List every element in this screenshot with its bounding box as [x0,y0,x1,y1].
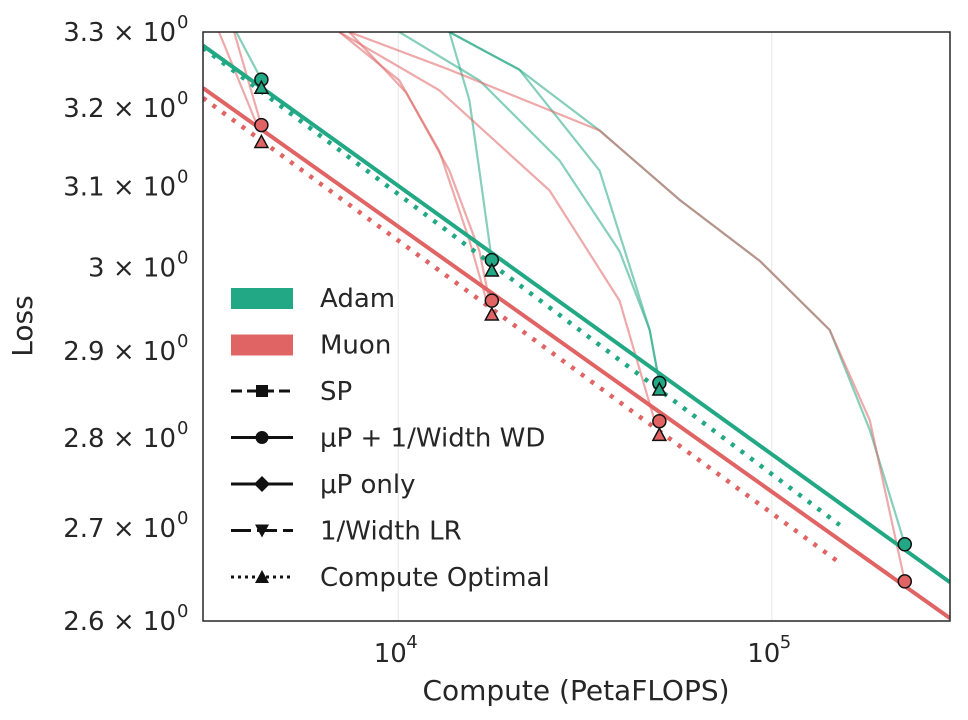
marker-circle-adam [897,537,913,552]
square-marker-icon [256,385,268,397]
y-axis-label: Loss [6,295,39,356]
plot-frame [202,31,951,622]
legend-label: Adam [320,284,395,314]
y-tick-exponent: 0 [177,331,188,352]
marker-circle-muon [652,413,667,429]
y-tick-exponent: 0 [177,88,188,109]
fit-line-adam-dotted [203,45,842,527]
marker-triangle-adam [484,262,500,277]
x-tick-label: 10 [374,639,407,669]
marker-triangle-muon [253,133,270,149]
y-tick-exponent: 0 [177,12,188,33]
y-axis: 2.6 × 10 02.7 × 10 02.8 × 10 02.9 × 10 03 × … [63,12,188,637]
marker-triangle-muon [651,426,668,442]
y-tick-label: 2.6 × 10 [63,607,176,637]
y-tick-label: 3.2 × 10 [63,94,176,124]
marker-circle-muon [484,293,500,308]
training-curve-muon [338,32,656,422]
marker-circle-muon [254,117,269,133]
fit-lines [203,43,950,620]
training-curve-muon [348,32,906,582]
legend-label: SP [320,377,352,407]
training-curve-muon [217,32,259,126]
diamond-marker-icon [254,476,270,492]
x-tick-label: 10 [747,639,780,669]
y-tick-label: 2.8 × 10 [63,424,176,454]
y-tick-exponent: 0 [177,418,188,439]
training-curves [217,32,906,582]
fit-line-muon-solid [203,86,950,620]
y-tick-exponent: 0 [177,247,188,268]
triangle-up-marker-icon [255,570,269,583]
fit-line-muon-dotted [203,96,842,565]
marker-circle-muon [897,574,913,589]
y-tick-exponent: 0 [177,601,188,622]
grid [397,32,773,621]
training-curve-muon [348,32,491,301]
marker-triangle-adam [253,79,270,95]
circle-marker-icon [255,431,269,444]
y-tick-label: 2.7 × 10 [63,514,176,544]
legend-label: 1/Width LR [320,517,462,547]
training-curve-adam [235,32,263,81]
legend-label: Compute Optimal [320,563,550,593]
x-tick-exponent: 5 [780,632,791,653]
markers [253,72,913,589]
legend-label: μP only [320,470,415,500]
y-tick-exponent: 0 [177,508,188,529]
y-tick-exponent: 0 [177,166,188,187]
legend-label: Muon [320,331,391,361]
legend-swatch-adam [231,288,293,309]
x-axis: 10 4 10 5 [374,632,792,669]
fit-line-adam-solid [203,43,950,584]
training-curve-adam [398,32,661,384]
y-tick-label: 3.3 × 10 [63,18,176,48]
marker-triangle-muon [484,306,500,321]
legend: Adam Muon SP μP + 1/Width WD μP only 1/Width … [231,284,550,593]
training-curve-adam [448,32,906,545]
training-curve-adam [448,32,493,261]
x-tick-exponent: 4 [406,632,417,653]
legend-label: μP + 1/Width WD [320,424,545,454]
triangle-down-marker-icon [255,524,269,538]
legend-swatch-muon [231,334,293,356]
marker-triangle-adam [651,381,668,396]
y-tick-label: 3.1 × 10 [63,172,176,202]
x-axis-label: Compute (PetaFLOPS) [422,674,729,707]
y-tick-label: 2.9 × 10 [63,337,176,367]
y-tick-label: 3 × 10 [88,253,176,283]
